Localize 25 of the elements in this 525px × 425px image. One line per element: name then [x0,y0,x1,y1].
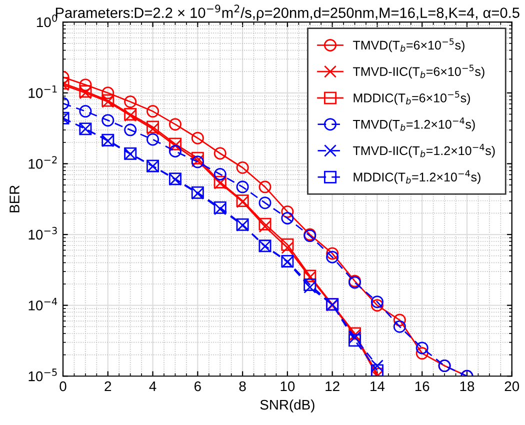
x-tick-label: 6 [194,381,201,392]
x-tick-label: 0 [60,381,66,392]
legend-label: TMVD-IIC(T$_{b}$=1.2×10$^{−4}$s) [353,144,495,158]
y-axis-title: BER [10,185,20,212]
y-tick-label: 10$^{−5}$ [28,368,57,382]
legend-label: TMVD(T$_{b}$=1.2×10$^{−4}$s) [353,117,475,132]
y-tick-label: 10$^{−2}$ [28,156,57,169]
x-tick-label: 10 [280,381,295,392]
x-axis-title: SNR(dB) [260,399,314,412]
y-tick-label: 10$^{−1}$ [28,85,57,98]
legend-label: TMVD-IIC(T$_{b}$=6×10$^{−5}$s) [353,64,484,78]
legend-label: MDDIC(T$_{b}$=1.2×10$^{−4}$s) [354,170,480,184]
x-tick-label: 20 [504,381,520,392]
x-tick-label: 12 [326,381,340,392]
x-tick-label: 2 [104,381,112,392]
legend-label: MDDIC(T$_{b}$=6×10$^{−5}$s) [354,91,470,105]
x-tick-label: 14 [370,381,385,392]
x-tick-label: 4 [149,381,156,392]
y-tick-label: 10$^{−4}$ [28,298,58,310]
y-tick-label: 10$^{−3}$ [28,226,57,240]
x-tick-label: 16 [415,381,430,392]
x-tick-label: 18 [460,381,474,392]
legend-label: TMVD(T$_{b}$=6×10$^{−5}$s) [353,38,464,52]
x-tick-label: 8 [239,381,246,392]
chart-title: Parameters:D=2.2 × 10$^{−9}$m$^{2}$/s,ρ=20nm,d=250nm,M=16,L=8,K=4, α=0.5 [56,4,520,21]
